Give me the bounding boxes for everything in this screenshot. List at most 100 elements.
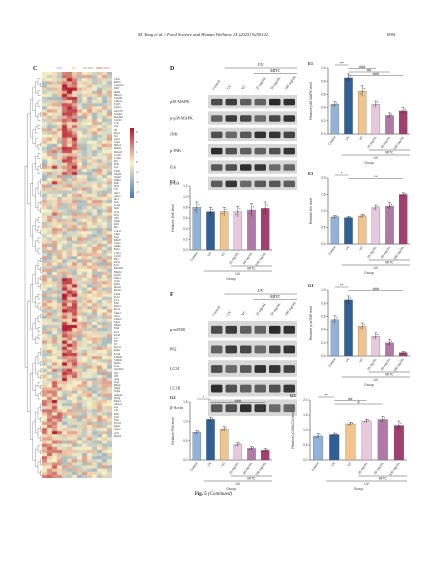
heatmap-gene-label: Fbn1 — [114, 163, 120, 167]
data-point — [363, 324, 365, 326]
heatmap-gene-label: Socs3 — [114, 204, 121, 208]
panel-label-c: C — [33, 66, 38, 72]
panel-label-f: F — [170, 292, 174, 298]
bar — [219, 211, 229, 251]
chart-e2-jnk: E2 0.0 0.2 0.4 0.6 0.8 1.0 1.2 Relative JNK leve… — [170, 179, 272, 281]
heatmap-key-label: -1 — [136, 170, 139, 174]
data-point — [387, 207, 388, 209]
heatmap-gene-label: Ikbkb — [114, 90, 121, 94]
bar — [345, 423, 356, 461]
y-tick-label: 0.0 — [183, 248, 188, 252]
page-number: 1893 — [386, 32, 396, 37]
heatmap-gene-label: Rrm2 — [114, 283, 120, 287]
data-point — [264, 449, 266, 451]
data-point — [331, 434, 333, 436]
significance-marker: ### — [373, 72, 380, 76]
blot-row-label: P62 — [170, 346, 177, 351]
significance-marker: * — [203, 395, 205, 399]
heatmap-gene-labels: Cfhr1 Rnf16 Ceacam1 Rnf5 Ikbkb Hmox1 Gadd45 Cdk… — [114, 78, 144, 478]
data-point — [239, 443, 241, 445]
data-point — [373, 208, 375, 210]
data-point — [349, 423, 351, 425]
blot-band — [240, 115, 252, 122]
blot-band — [283, 131, 295, 139]
blot-band — [283, 98, 295, 106]
y-tick-label: 0.0 — [183, 458, 188, 462]
heatmap-color-key: 3 2 1 0 -1 -2 -3 — [130, 128, 140, 198]
x-tick-label: UV — [206, 251, 212, 258]
y-tick-label: 0.8 — [321, 301, 326, 305]
x-tick-label: VC — [220, 461, 226, 467]
heatmap-gene-label: Mki67 — [114, 238, 121, 242]
bar — [192, 432, 202, 461]
heatmap-gene-label: Wee1 — [114, 314, 120, 318]
heatmap-gene-label: Pnpla2 — [114, 434, 122, 438]
heatmap-gene-label: Adipoq — [114, 403, 122, 407]
heatmap-gene-label: Rad51 — [114, 305, 121, 309]
heatmap-gene-label: Retn — [114, 412, 119, 416]
journal-citation: M. Yang et al. / Food Science and Human … — [138, 32, 269, 37]
blot-band — [254, 131, 266, 139]
data-point — [262, 450, 264, 452]
heatmap-gene-label: Vegfa — [114, 390, 121, 394]
x-tick-label: Control — [311, 461, 320, 472]
x-axis-label: Group — [226, 487, 236, 491]
data-point — [239, 208, 241, 210]
blot-band — [269, 180, 281, 188]
significance-marker: ### — [373, 287, 380, 291]
heatmap-gene-label: Smad3 — [114, 172, 122, 176]
data-point — [361, 325, 363, 327]
heatmap-gene-label: Ereg — [114, 381, 119, 384]
y-tick-label: 0.6 — [183, 216, 188, 220]
heatmap-gene-label: Ceacam1 — [114, 84, 124, 88]
data-point — [351, 422, 353, 424]
chart-title: G2 — [170, 395, 176, 400]
data-point — [402, 194, 404, 195]
heatmap-gene-label: Cdc20 — [114, 254, 121, 258]
bar — [371, 207, 381, 245]
heatmap-gene-label: Gadd45 — [114, 96, 123, 100]
heatmap-gene-label: Rnf5 — [114, 87, 120, 91]
heatmap-gene-label: Cxcl10 — [114, 119, 122, 123]
bar — [398, 194, 408, 245]
data-point — [400, 422, 402, 424]
data-point — [359, 327, 361, 329]
significance-marker: ## — [367, 68, 372, 72]
heatmap-gene-label: Ivl — [114, 343, 117, 347]
x-tick-label: 25 mg/mL — [357, 461, 369, 475]
blot-band — [254, 180, 266, 188]
data-point — [336, 317, 338, 319]
heatmap-gene-label: Lep — [114, 406, 119, 410]
blot-band — [254, 345, 266, 354]
data-point — [223, 211, 225, 213]
data-point — [334, 216, 336, 218]
bar — [233, 211, 243, 251]
x-tick-label: UV — [344, 245, 350, 252]
blot-band — [269, 384, 281, 393]
data-point — [198, 204, 200, 206]
heatmap-gene-label: Gstp1 — [114, 141, 121, 145]
data-point — [346, 217, 347, 219]
heatmap-gene-label: Ccnd1 — [114, 229, 121, 233]
data-point — [404, 193, 406, 195]
y-tick-label: 0.2 — [183, 237, 188, 241]
heatmap-gene-label: Angptl4 — [114, 393, 123, 397]
blot-row-label: Erk — [170, 164, 177, 169]
data-point — [212, 208, 213, 210]
y-tick-label: 1.0 — [183, 419, 188, 423]
y-axis-label: Relative p38 MAPK level — [309, 82, 313, 120]
heatmap-gene-label: Col3a1 — [114, 156, 122, 160]
blot-band — [225, 325, 237, 334]
x-tick-label: Control — [189, 251, 198, 262]
data-point — [391, 203, 392, 205]
data-point — [387, 116, 388, 118]
heatmap-gene-label: Trp53 — [114, 103, 121, 107]
bar — [329, 434, 340, 461]
data-point — [212, 417, 213, 419]
data-point — [210, 211, 211, 213]
blot-row-label: p38 MAPK — [170, 99, 189, 104]
heatmap-gene-label: Pparg — [114, 396, 121, 400]
bar — [357, 215, 367, 245]
data-point — [400, 194, 402, 196]
heatmap-gene-label: Aurkb — [114, 245, 121, 249]
